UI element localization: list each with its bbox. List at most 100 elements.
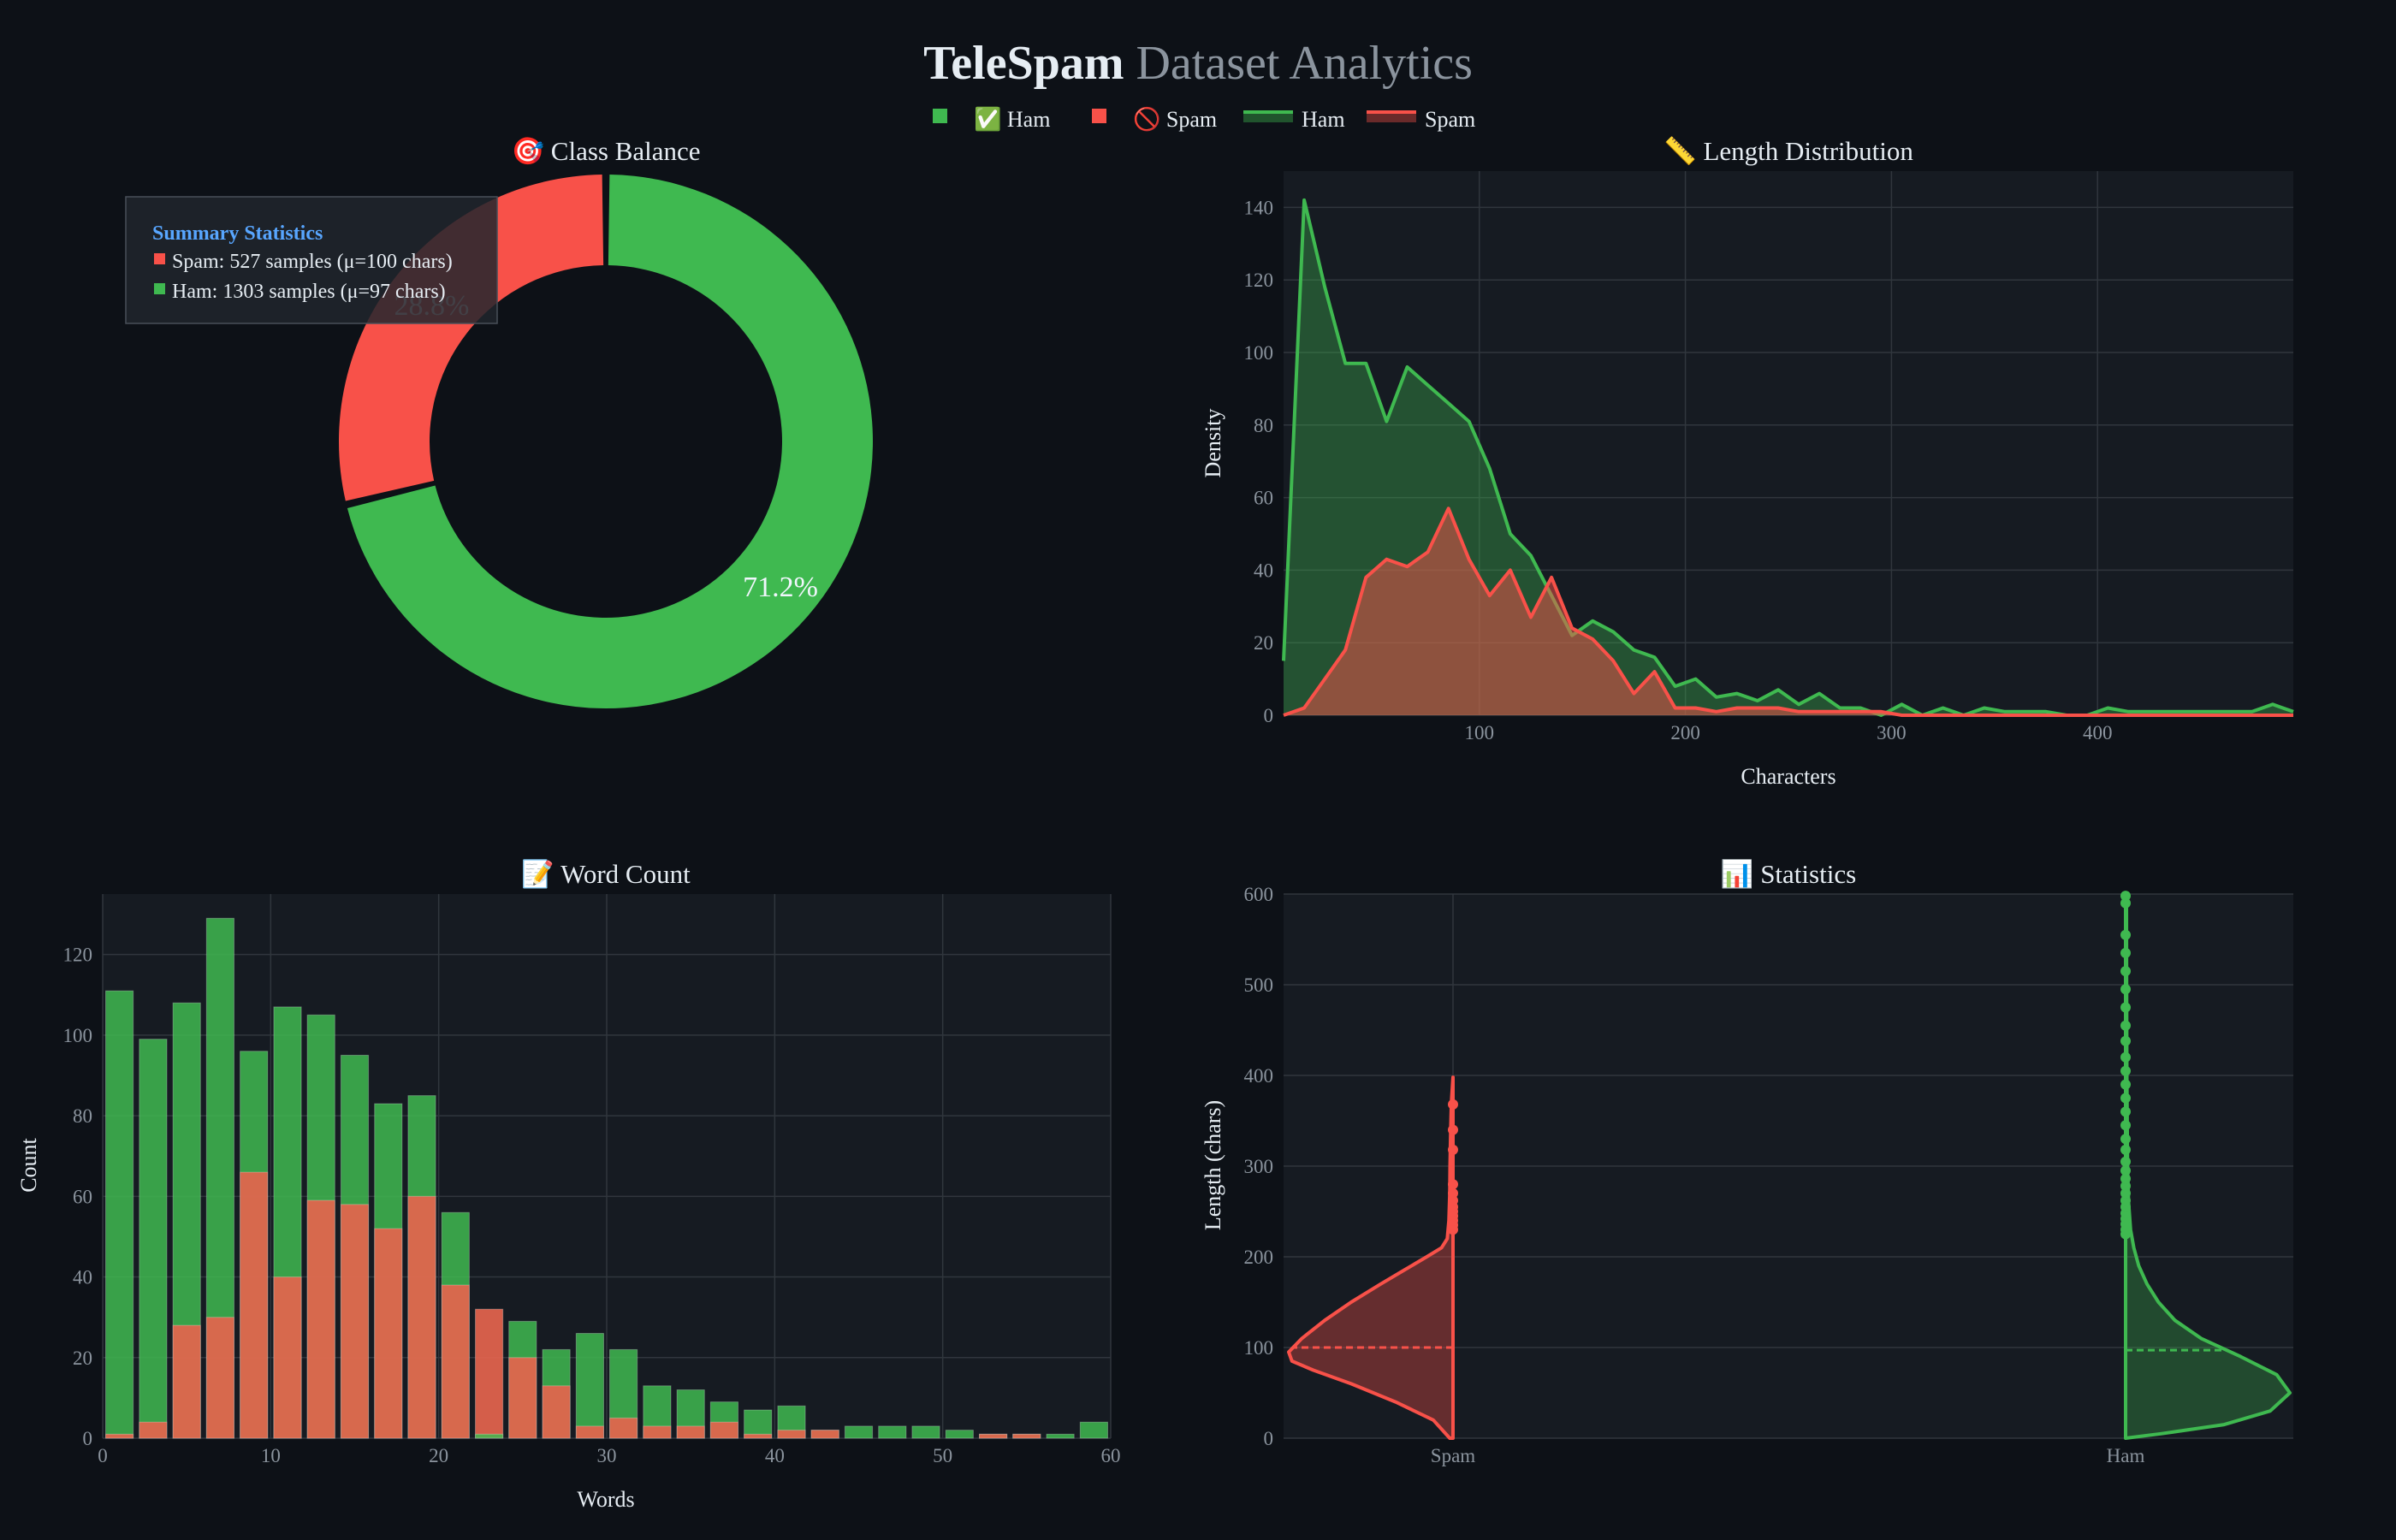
stats-ytick-label: 300 <box>1244 1156 1274 1177</box>
length-xlabel: Characters <box>1741 764 1836 789</box>
words-ytick-label: 20 <box>73 1348 92 1369</box>
length-xtick-label: 400 <box>2083 722 2113 743</box>
word-bar-ham <box>945 1430 974 1439</box>
stats-ytick-label: 200 <box>1244 1247 1274 1268</box>
length-dist-title: 📏 Length Distribution <box>1664 135 1913 166</box>
stats-ytick-label: 0 <box>1264 1428 1274 1449</box>
length-ytick-label: 40 <box>1254 560 1273 581</box>
length-ylabel: Density <box>1201 409 1225 478</box>
donut-label-ham: 71.2% <box>743 572 818 603</box>
ham-summary-line: Ham: 1303 samples (μ=97 chars) <box>172 281 446 303</box>
stats-ylabel: Length (chars) <box>1201 1100 1225 1230</box>
stats-ytick-label: 500 <box>1244 974 1274 996</box>
word-bar-spam <box>273 1276 302 1439</box>
word-bar-spam <box>979 1433 1008 1439</box>
words-ylabel: Count <box>16 1137 41 1192</box>
word-bar-spam <box>105 1433 134 1439</box>
words-xtick-label: 0 <box>98 1445 108 1466</box>
violin-outlier-ham <box>2120 1079 2131 1090</box>
stats-ytick-label: 400 <box>1244 1065 1274 1087</box>
violin-outlier-ham <box>2120 1120 2131 1131</box>
words-xtick-label: 60 <box>1101 1445 1121 1466</box>
length-ytick-label: 0 <box>1264 705 1274 726</box>
word-bar-spam <box>542 1385 571 1439</box>
words-ytick-label: 120 <box>63 945 93 966</box>
words-ytick-label: 0 <box>83 1428 93 1449</box>
words-xtick-label: 30 <box>597 1445 617 1466</box>
length-area-spam <box>1284 508 2293 715</box>
word-bar-spam <box>374 1228 403 1439</box>
word-bar-ham <box>911 1425 940 1439</box>
word-bar-spam <box>709 1421 738 1439</box>
violin-outlier-ham <box>2120 1156 2131 1167</box>
word-bar-spam <box>810 1430 839 1439</box>
word-bar-ham <box>1046 1433 1075 1439</box>
stats-category-label-spam: Spam <box>1431 1445 1476 1466</box>
word-bar-spam <box>205 1317 235 1439</box>
violin-outlier-ham <box>2120 1144 2131 1155</box>
word-bar-spam <box>172 1324 201 1439</box>
violin-outlier-ham <box>2120 1065 2131 1076</box>
violin-outlier-ham <box>2120 1195 2131 1206</box>
violin-outlier-ham <box>2120 966 2131 977</box>
donut-slice-spam <box>338 175 604 501</box>
violin-outlier-ham <box>2120 1173 2131 1184</box>
violin-outlier-ham <box>2120 1051 2131 1063</box>
title-sub: Dataset Analytics <box>1124 37 1472 90</box>
length-ytick-label: 120 <box>1244 270 1274 291</box>
title-main: TeleSpam <box>923 37 1124 90</box>
violin-outlier-spam <box>1448 1188 1458 1199</box>
length-xtick-label: 200 <box>1670 722 1700 743</box>
length-area-ham <box>1284 199 2293 715</box>
violin-outlier-ham <box>2120 947 2131 958</box>
legend-area-swatch-ham <box>1243 112 1293 122</box>
word-bar-ham <box>475 1433 504 1439</box>
word-bar-spam <box>340 1204 370 1439</box>
words-xtick-label: 50 <box>933 1445 952 1466</box>
legend[interactable]: ✅ Ham 🚫 Spam Ham Spam <box>933 106 1475 132</box>
words-ytick-label: 40 <box>73 1267 92 1288</box>
violin-outlier-ham <box>2120 1035 2131 1046</box>
word-bar-spam <box>676 1425 705 1439</box>
words-xtick-label: 20 <box>429 1445 448 1466</box>
donut-slice-ham <box>347 175 873 708</box>
ham-summary-marker <box>154 283 165 294</box>
word-bar-spam <box>407 1195 436 1439</box>
violin-outlier-ham <box>2120 1165 2131 1176</box>
word-bar-spam <box>744 1433 773 1439</box>
stats-ytick-label: 600 <box>1244 884 1274 905</box>
violin-outlier-ham <box>2120 1002 2131 1013</box>
words-ytick-label: 80 <box>73 1105 92 1127</box>
legend-label-ham: ✅ Ham <box>974 106 1050 132</box>
stats-category-label-ham: Ham <box>2107 1445 2145 1466</box>
word-bar-spam <box>508 1357 537 1439</box>
violin-outlier-ham <box>2120 1134 2131 1145</box>
word-bar-ham <box>139 1039 168 1439</box>
word-bar-spam <box>139 1421 168 1439</box>
legend-label-spam: 🚫 Spam <box>1133 106 1217 132</box>
violin-outlier-ham <box>2120 1181 2131 1192</box>
violin-outlier-ham <box>2120 1093 2131 1104</box>
word-bar-spam <box>643 1425 672 1439</box>
word-bar-spam <box>240 1171 269 1439</box>
length-ytick-label: 100 <box>1244 342 1274 364</box>
word-bar-spam <box>475 1308 504 1439</box>
spam-summary-line: Spam: 527 samples (μ=100 chars) <box>172 251 453 273</box>
length-xtick-label: 300 <box>1877 722 1907 743</box>
words-xlabel: Words <box>577 1487 634 1512</box>
length-distribution-chart: 0 20 40 60 80 100 120 140 100 200 300 400 <box>1244 171 2294 743</box>
violin-outlier-ham <box>2120 1020 2131 1031</box>
words-ytick-label: 60 <box>73 1186 92 1207</box>
violin-outlier-spam <box>1448 1144 1458 1155</box>
word-bar-ham <box>878 1425 907 1439</box>
violin-ham <box>2124 892 2292 1440</box>
summary-box: Summary Statistics Spam: 527 samples (μ=… <box>125 196 498 324</box>
summary-title: Summary Statistics <box>152 222 323 245</box>
statistics-violin-chart: 0 100 200 300 400 500 600 Spam Ham <box>1244 884 2293 1466</box>
violin-outlier-ham <box>2120 897 2131 909</box>
violin-outlier-ham <box>2120 1106 2131 1117</box>
page-title: TeleSpam Dataset Analytics <box>923 37 1473 90</box>
violin-outlier-spam <box>1448 1179 1458 1190</box>
word-bar-ham <box>1079 1421 1109 1439</box>
words-xtick-label: 10 <box>261 1445 281 1466</box>
